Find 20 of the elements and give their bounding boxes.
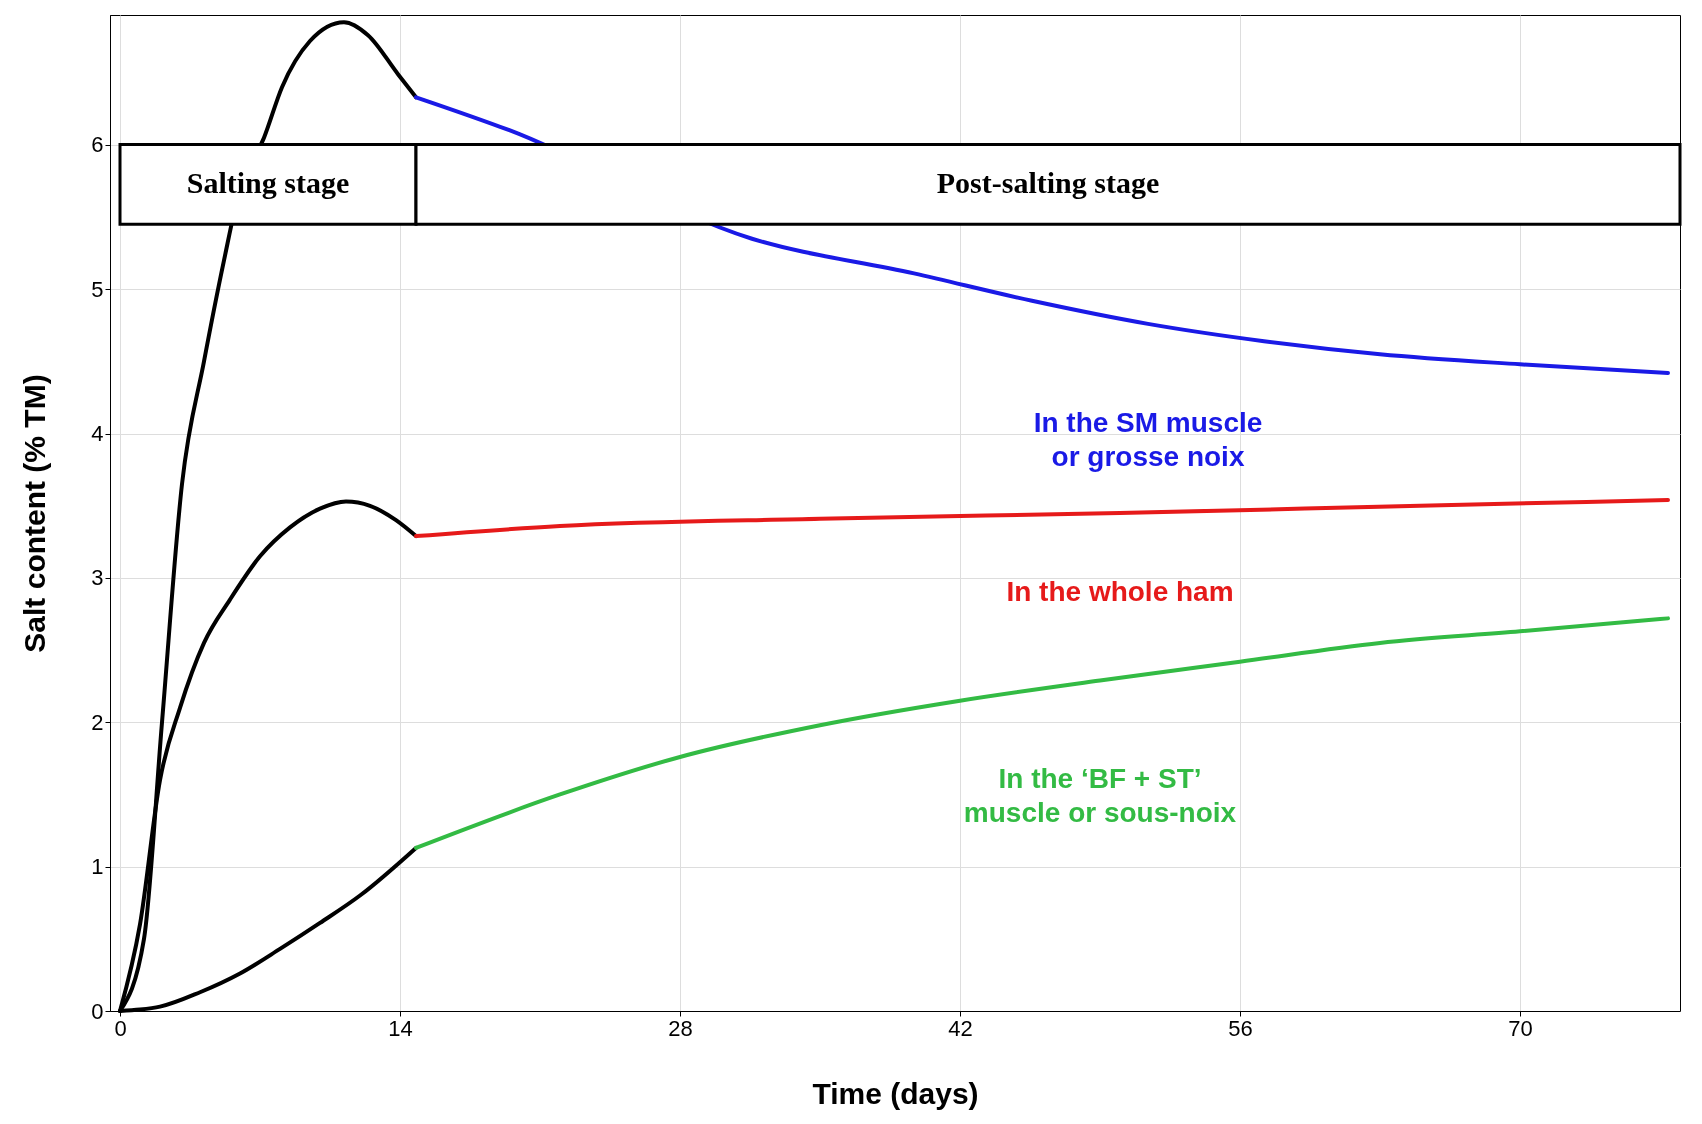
x-tick-label: 70 — [1508, 1015, 1533, 1041]
y-tick-label: 2 — [91, 709, 104, 735]
x-tick-label: 56 — [1228, 1015, 1253, 1041]
text: In the SM muscle or grosse noix — [1033, 406, 1263, 472]
y-tick-label: 3 — [91, 565, 104, 591]
x-tick-label: 0 — [114, 1015, 127, 1041]
x-tick-label: 42 — [948, 1015, 973, 1041]
text: In the whole ham — [1006, 575, 1234, 607]
x-axis-title: Time (days) — [812, 1076, 979, 1110]
y-tick-label: 5 — [91, 276, 104, 302]
y-tick-label: 0 — [91, 998, 104, 1024]
y-axis-title: Salt content (% TM) — [18, 374, 52, 653]
y-tick-label: 6 — [91, 132, 104, 158]
x-tick-label: 14 — [388, 1015, 413, 1041]
x-tick-label: 28 — [668, 1015, 693, 1041]
y-tick-label: 4 — [91, 421, 104, 447]
text: In the ‘BF + ST’ muscle or sous-noix — [963, 763, 1237, 829]
band-label: Post-salting stage — [936, 166, 1160, 200]
y-tick-label: 1 — [91, 854, 104, 880]
band-label: Salting stage — [186, 166, 350, 200]
